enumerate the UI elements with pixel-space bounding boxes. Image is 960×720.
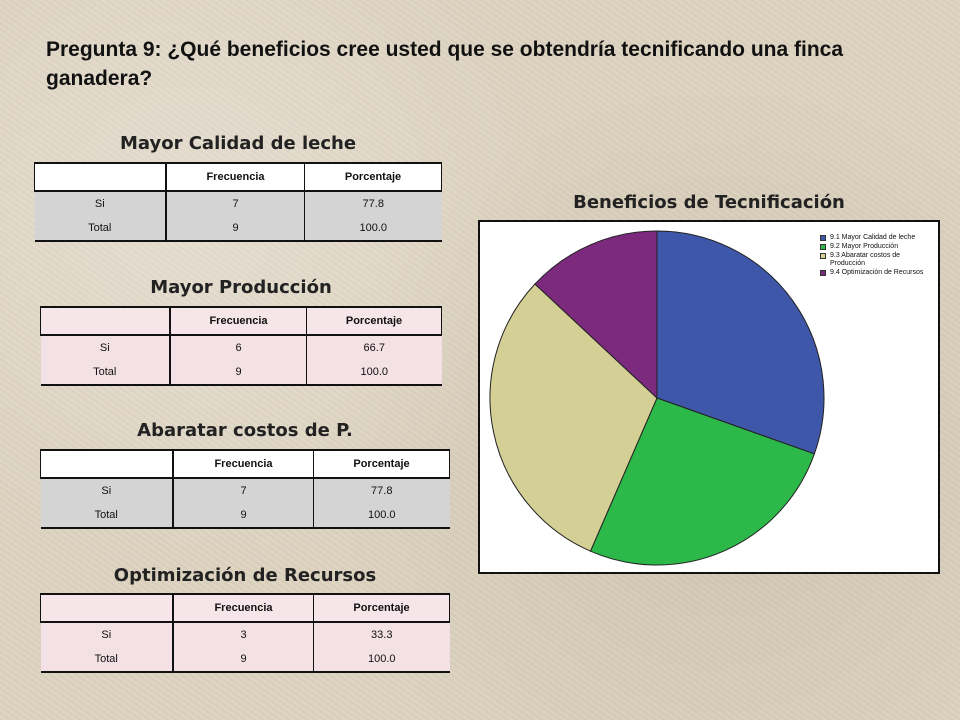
table-title-produccion: Mayor Producción	[150, 277, 332, 298]
table-row: Si 7 77.8	[40, 478, 450, 503]
row-label: Total	[34, 216, 167, 241]
freq-table-recursos: Frecuencia Porcentaje Si 3 33.3 Total 9 …	[40, 593, 450, 673]
frecuencia-cell: 9	[173, 647, 314, 672]
pie-slice	[534, 230, 658, 400]
table-row: Total 9 100.0	[40, 503, 450, 528]
header-frecuencia: Frecuencia	[173, 594, 314, 623]
row-label: Total	[40, 647, 174, 672]
legend-swatch	[820, 244, 826, 250]
row-label: Total	[40, 503, 174, 528]
porcentaje-cell: 33.3	[313, 622, 450, 647]
legend-swatch	[820, 235, 826, 241]
table-title-recursos: Optimización de Recursos	[113, 565, 377, 586]
porcentaje-cell: 66.7	[306, 335, 442, 360]
header-porcentaje: Porcentaje	[306, 307, 442, 336]
table-row: Si 3 33.3	[40, 622, 450, 647]
legend-item: 9.3 Abaratar costos de Producción	[820, 252, 936, 268]
table-title-costos: Abaratar costos de P.	[137, 420, 353, 441]
legend-item: 9.2 Mayor Producción	[820, 243, 936, 251]
header-empty	[40, 307, 171, 336]
pie-slice	[656, 230, 825, 455]
porcentaje-cell: 100.0	[306, 360, 442, 385]
table-title-calidad: Mayor Calidad de leche	[119, 133, 357, 154]
pie-slice	[589, 397, 815, 566]
row-label: Si	[40, 478, 174, 503]
freq-table-costos: Frecuencia Porcentaje Si 7 77.8 Total 9 …	[40, 449, 450, 529]
row-label: Si	[40, 622, 174, 647]
frecuencia-cell: 7	[166, 191, 305, 216]
row-label: Total	[40, 360, 171, 385]
header-empty	[40, 594, 174, 623]
freq-table-calidad: Frecuencia Porcentaje Si 7 77.8 Total 9 …	[34, 162, 442, 242]
freq-table-produccion: Frecuencia Porcentaje Si 6 66.7 Total 9 …	[40, 306, 442, 386]
header-porcentaje: Porcentaje	[304, 163, 442, 192]
legend-label: 9.1 Mayor Calidad de leche	[830, 234, 916, 241]
table-row: Si 7 77.8	[34, 191, 442, 216]
chart-title: Beneficios de Tecnificación	[573, 192, 845, 213]
porcentaje-cell: 77.8	[313, 478, 450, 503]
header-empty	[34, 163, 167, 192]
legend-swatch	[820, 253, 826, 259]
pie-slice	[489, 283, 658, 552]
question-heading: Pregunta 9: ¿Qué beneficios cree usted q…	[46, 38, 844, 90]
header-porcentaje: Porcentaje	[313, 594, 450, 623]
frecuencia-cell: 7	[173, 478, 314, 503]
legend-label: 9.3 Abaratar costos de Producción	[830, 252, 901, 267]
table-row: Total 9 100.0	[40, 360, 442, 385]
header-empty	[40, 450, 174, 479]
frecuencia-cell: 6	[170, 335, 307, 360]
frecuencia-cell: 3	[173, 622, 314, 647]
header-porcentaje: Porcentaje	[313, 450, 450, 479]
header-frecuencia: Frecuencia	[170, 307, 307, 336]
legend-item: 9.1 Mayor Calidad de leche	[820, 234, 936, 242]
header-frecuencia: Frecuencia	[166, 163, 305, 192]
frecuencia-cell: 9	[166, 216, 305, 241]
row-label: Si	[40, 335, 171, 360]
frecuencia-cell: 9	[173, 503, 314, 528]
table-row: Total 9 100.0	[34, 216, 442, 241]
legend-item: 9.4 Optimización de Recursos	[820, 269, 936, 277]
legend-swatch	[820, 270, 826, 276]
frecuencia-cell: 9	[170, 360, 307, 385]
porcentaje-cell: 100.0	[313, 647, 450, 672]
table-row: Si 6 66.7	[40, 335, 442, 360]
porcentaje-cell: 100.0	[304, 216, 442, 241]
table-row: Total 9 100.0	[40, 647, 450, 672]
header-frecuencia: Frecuencia	[173, 450, 314, 479]
legend-label: 9.4 Optimización de Recursos	[830, 269, 924, 276]
pie-chart	[489, 230, 825, 566]
porcentaje-cell: 100.0	[313, 503, 450, 528]
chart-legend: 9.1 Mayor Calidad de leche 9.2 Mayor Prod…	[820, 234, 936, 278]
row-label: Si	[34, 191, 167, 216]
pie-chart-panel: 9.1 Mayor Calidad de leche 9.2 Mayor Prod…	[478, 220, 940, 574]
legend-label: 9.2 Mayor Producción	[830, 243, 899, 250]
porcentaje-cell: 77.8	[304, 191, 442, 216]
